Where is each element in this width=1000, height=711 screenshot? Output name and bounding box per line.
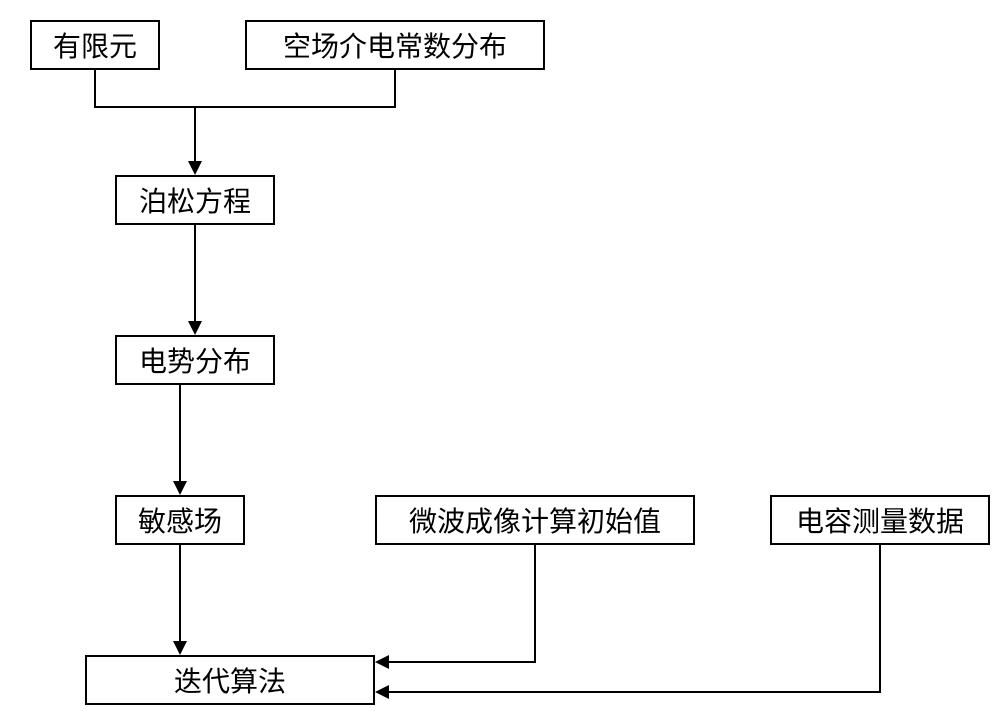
potential-to-sensitivity-line bbox=[179, 385, 181, 481]
fem-box: 有限元 bbox=[30, 20, 160, 70]
poisson-label: 泊松方程 bbox=[139, 180, 251, 220]
sensitivity-label: 敏感场 bbox=[138, 500, 222, 540]
iterative-box: 迭代算法 bbox=[85, 655, 375, 705]
sensitivity-to-iterative-arrow bbox=[173, 641, 187, 655]
permittivity-box: 空场介电常数分布 bbox=[245, 20, 545, 70]
merge-to-poisson-line bbox=[194, 106, 196, 161]
fem-label: 有限元 bbox=[53, 25, 137, 65]
cap-arrow bbox=[375, 685, 389, 699]
potential-label: 电势分布 bbox=[139, 340, 251, 380]
sensitivity-box: 敏感场 bbox=[115, 495, 245, 545]
potential-to-sensitivity-arrow bbox=[173, 481, 187, 495]
poisson-to-potential-arrow bbox=[188, 321, 202, 335]
potential-box: 电势分布 bbox=[115, 335, 275, 385]
microwave-arrow bbox=[375, 655, 389, 669]
merge-h-line bbox=[94, 106, 396, 108]
cap-down-line bbox=[879, 545, 881, 693]
microwave-label: 微波成像计算初始值 bbox=[409, 500, 661, 540]
capacitance-box: 电容测量数据 bbox=[770, 495, 990, 545]
iterative-label: 迭代算法 bbox=[174, 660, 286, 700]
perm-down-line bbox=[394, 70, 396, 108]
poisson-box: 泊松方程 bbox=[115, 175, 275, 225]
merge-to-poisson-arrow bbox=[188, 161, 202, 175]
microwave-h-line bbox=[389, 661, 536, 663]
cap-h-line bbox=[389, 691, 881, 693]
permittivity-label: 空场介电常数分布 bbox=[283, 25, 507, 65]
microwave-box: 微波成像计算初始值 bbox=[375, 495, 695, 545]
sensitivity-to-iterative-line bbox=[179, 545, 181, 641]
capacitance-label: 电容测量数据 bbox=[796, 500, 964, 540]
microwave-down-line bbox=[534, 545, 536, 663]
poisson-to-potential-line bbox=[194, 225, 196, 321]
fem-down-line bbox=[94, 70, 96, 108]
